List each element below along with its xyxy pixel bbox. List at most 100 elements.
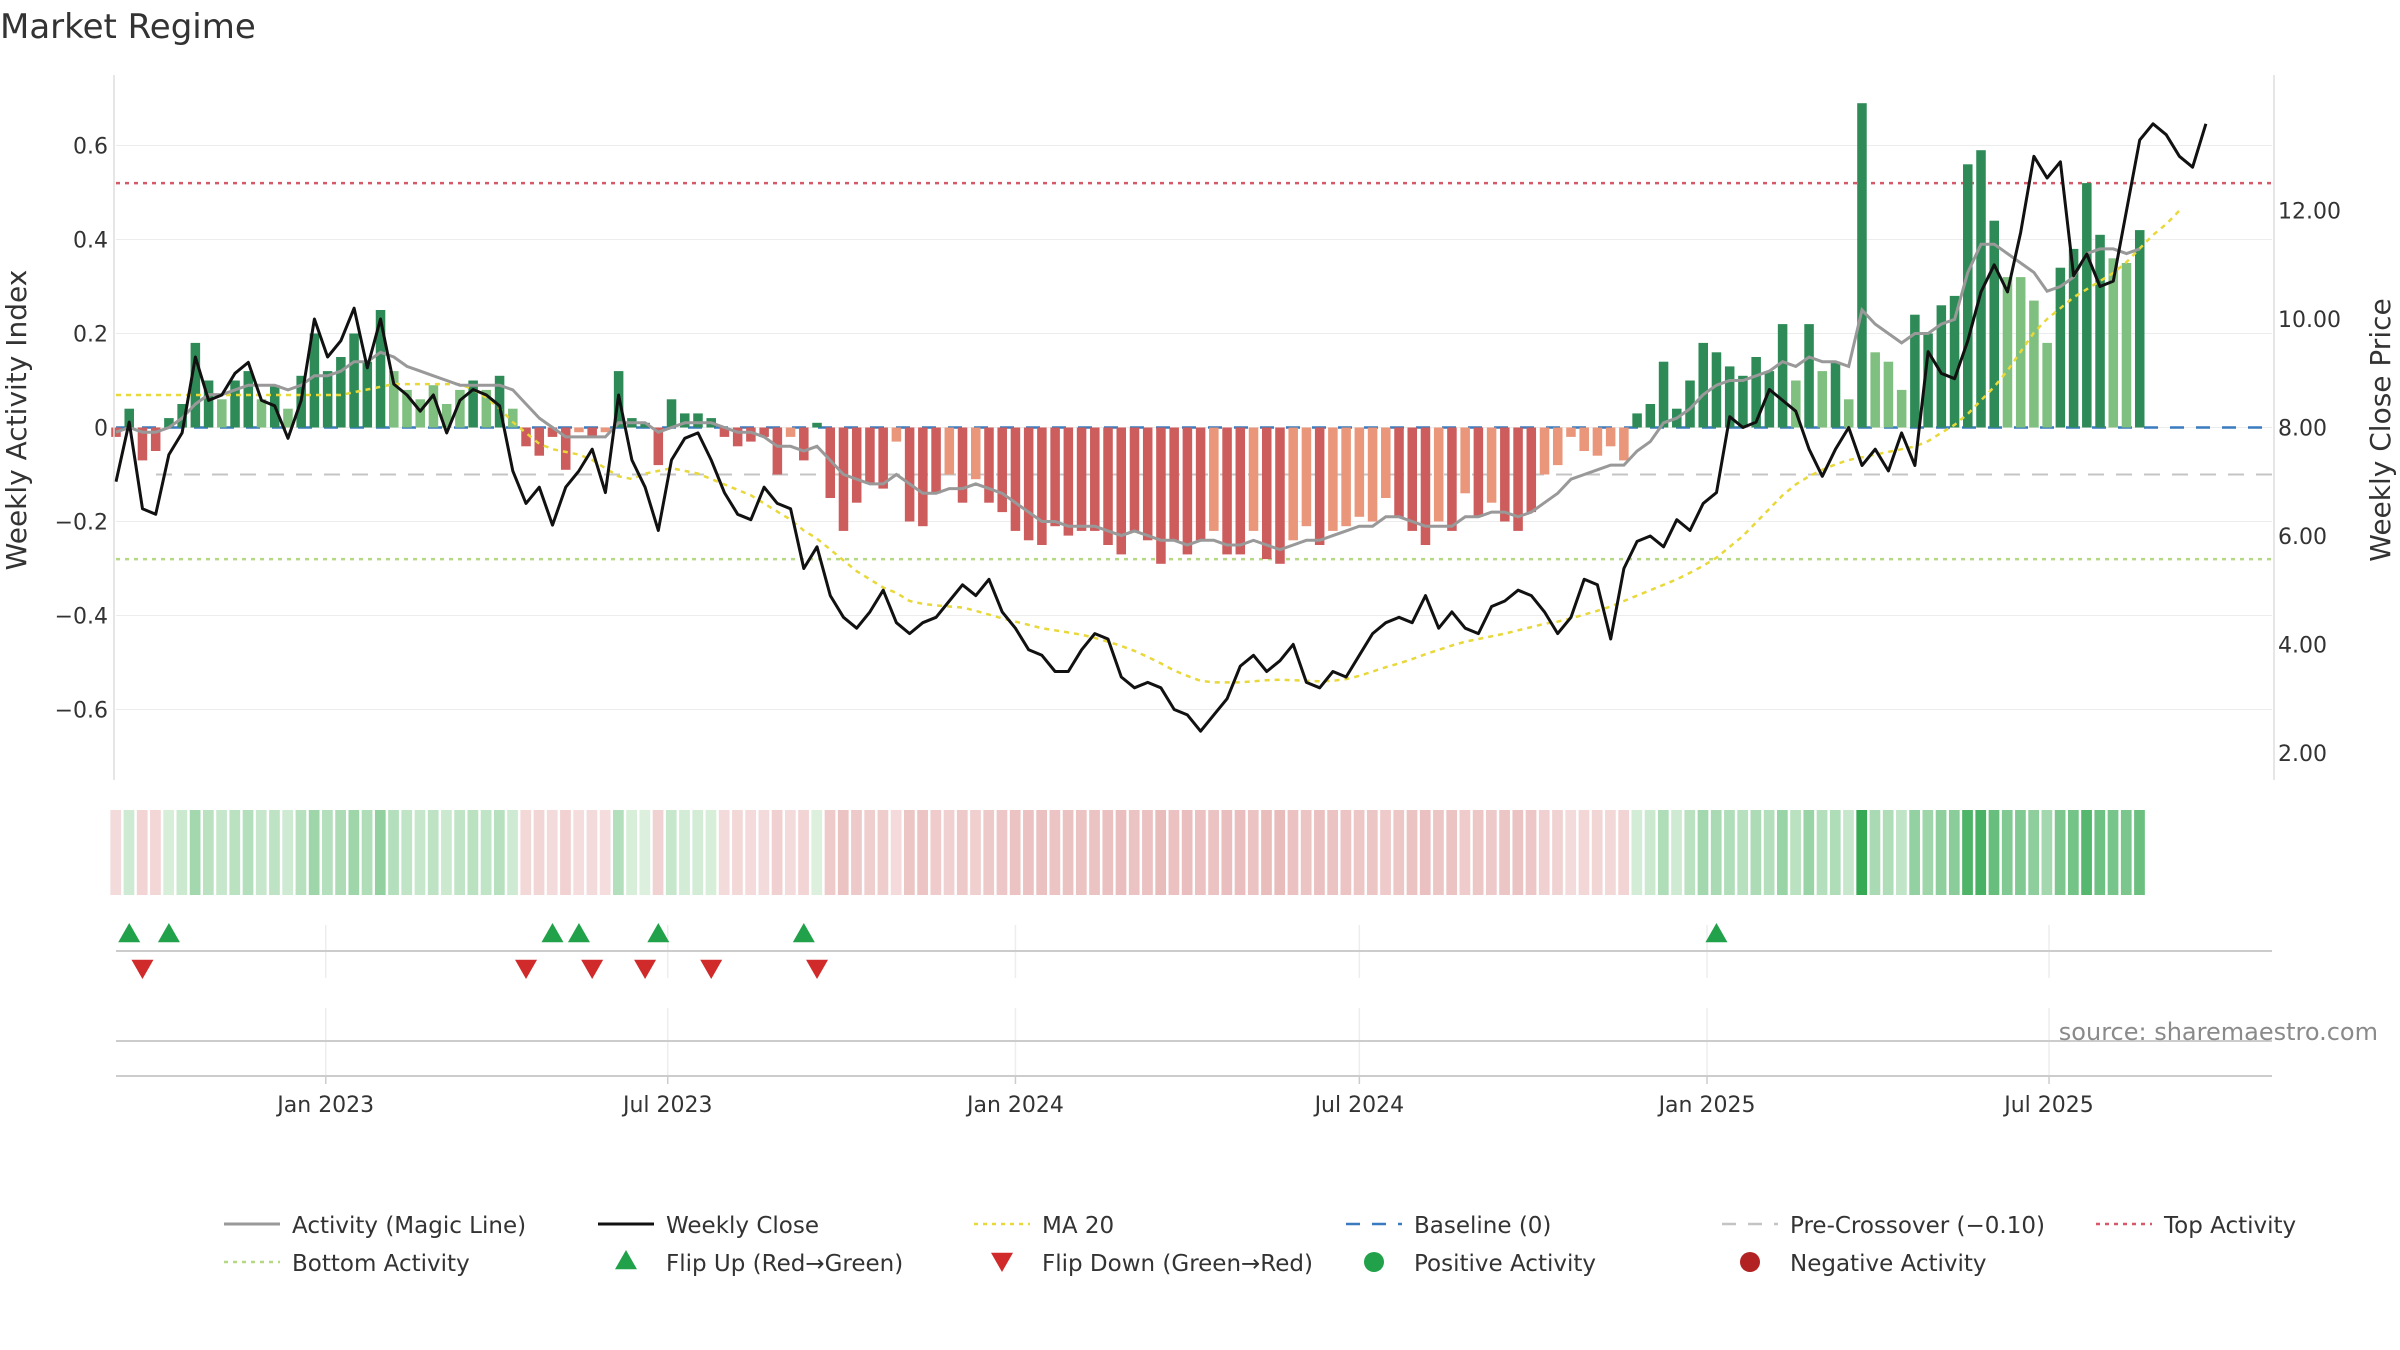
activity-bar (1632, 413, 1642, 428)
heat-cell (2094, 810, 2106, 895)
heat-cell (1724, 810, 1735, 895)
heat-cell (1512, 810, 1524, 895)
activity-bar (1473, 427, 1484, 517)
activity-bar (441, 404, 452, 428)
activity-bar (1738, 375, 1748, 428)
heat-cell (1538, 810, 1550, 895)
heat-cell (705, 810, 717, 895)
activity-bar (1883, 361, 1894, 428)
activity-bar (243, 371, 254, 428)
activity-bar (1275, 427, 1285, 564)
heat-cell (811, 810, 823, 895)
heat-cell (2028, 810, 2040, 895)
activity-bar (1050, 427, 1060, 527)
activity-bar (1685, 380, 1695, 428)
activity-bar (825, 427, 836, 498)
activity-bar (2002, 277, 2013, 428)
heat-cell (2041, 810, 2053, 895)
activity-bar (1513, 427, 1523, 531)
activity-bar (1314, 427, 1325, 545)
heat-cell (1314, 810, 1325, 895)
activity-bar (1261, 427, 1272, 560)
heat-cell (1948, 810, 1960, 895)
heat-cell (1300, 810, 1312, 895)
legend-swatch (1364, 1252, 1384, 1272)
heat-cell (1882, 810, 1894, 895)
activity-bar (891, 427, 902, 442)
activity-bar (1658, 361, 1669, 428)
activity-bar (1354, 427, 1365, 517)
heat-cell (2001, 810, 2013, 895)
y-axis-title-right: Weekly Close Price (2364, 298, 2397, 561)
activity-bar (812, 422, 822, 428)
legend-label: Weekly Close (666, 1213, 819, 1239)
heat-cell (110, 810, 122, 895)
activity-bar (772, 427, 783, 475)
heat-cell (335, 810, 346, 895)
heat-cell (956, 810, 968, 895)
activity-bar (1447, 427, 1457, 531)
y-tick-label-left: −0.2 (55, 511, 108, 536)
heat-cell (414, 810, 426, 895)
activity-bar (587, 427, 597, 437)
heat-cell (1208, 810, 1219, 895)
activity-bar (560, 427, 571, 470)
activity-bar (203, 380, 214, 428)
heat-cell (1671, 810, 1682, 895)
heat-cell (1009, 810, 1021, 895)
heat-cell (586, 810, 598, 895)
heat-cell (1750, 810, 1762, 895)
heat-cell (1869, 810, 1881, 895)
x-tick-label: Jul 2023 (621, 1093, 713, 1118)
activity-bar (1420, 427, 1431, 545)
activity-bar (1037, 427, 1047, 545)
heat-cell (1075, 810, 1087, 895)
activity-bar (1288, 427, 1298, 541)
flip-down-marker (131, 959, 154, 979)
activity-bar (428, 385, 439, 428)
heat-cell (282, 810, 294, 895)
legend-label: Top Activity (2163, 1213, 2296, 1239)
heat-cell (1036, 810, 1048, 895)
heat-cell (1909, 810, 1920, 895)
heat-cell (837, 810, 849, 895)
heat-cell (374, 810, 386, 895)
heat-cell (1195, 810, 1206, 895)
activity-bar (1367, 427, 1378, 522)
activity-bar (1605, 427, 1616, 447)
heat-cell (784, 810, 796, 895)
legend-label: Flip Up (Red→Green) (666, 1251, 903, 1277)
activity-bar (468, 380, 478, 428)
heat-cell (546, 810, 558, 895)
activity-bar (666, 399, 677, 428)
heat-cell (1353, 810, 1365, 895)
x-tick-label: Jan 2025 (1657, 1093, 1756, 1118)
activity-bar (931, 427, 941, 494)
activity-bar (1857, 103, 1867, 428)
activity-bar (349, 333, 359, 428)
heat-cell (1644, 810, 1656, 895)
heat-cell (467, 810, 479, 895)
activity-bar (1870, 352, 1880, 428)
heat-cell (732, 810, 743, 895)
legend-swatch (1740, 1252, 1760, 1272)
activity-bar (904, 427, 915, 522)
activity-bar (1195, 427, 1206, 541)
activity-bar (455, 389, 465, 428)
y-tick-label-right: 8.00 (2278, 417, 2327, 442)
activity-bar (653, 427, 664, 466)
heat-cell (771, 810, 783, 895)
heat-cell (613, 810, 624, 895)
activity-bar (2029, 300, 2039, 428)
activity-bar (1592, 427, 1603, 456)
activity-bar (1817, 371, 1828, 428)
activity-bar (1949, 295, 1960, 428)
activity-bar (1222, 427, 1232, 555)
activity-bar (1156, 427, 1166, 564)
heat-cell (520, 810, 532, 895)
heat-cell (163, 810, 175, 895)
heat-cell (176, 810, 188, 895)
activity-bar (1182, 427, 1193, 555)
activity-bar (1381, 427, 1391, 498)
legend-label: Negative Activity (1790, 1251, 1987, 1277)
